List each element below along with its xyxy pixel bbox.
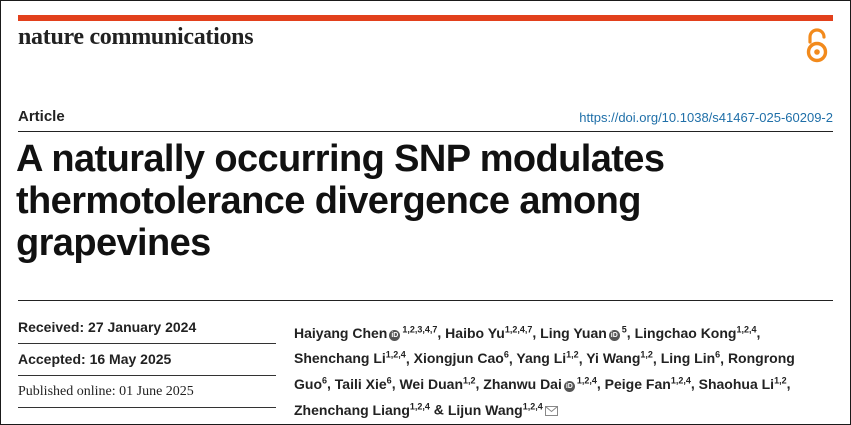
doi-link[interactable]: https://doi.org/10.1038/s41467-025-60209…: [579, 110, 833, 125]
affiliation-numbers: 6: [715, 349, 721, 360]
email-icon[interactable]: [544, 405, 558, 416]
author-name-text: Lijun Wang: [447, 401, 523, 418]
author-name-text: Haiyang Chen: [294, 324, 388, 341]
author-name[interactable]: Ling Yuan iD5: [540, 324, 627, 341]
author-name-text: Ling Yuan: [540, 324, 607, 341]
author-name-text: Wei Duan: [399, 375, 463, 392]
author-name[interactable]: Yang Li1,2: [516, 349, 579, 367]
published-date: Published online: 01 June 2025: [18, 376, 276, 408]
author-name[interactable]: Ling Lin6: [660, 349, 721, 367]
affiliation-numbers: 1,2: [640, 349, 653, 360]
affiliation-numbers: 1,2,4: [522, 400, 543, 411]
author-name[interactable]: Zhanwu Dai iD1,2,4: [483, 375, 597, 392]
author-name-text: Rongrong Guo: [294, 350, 795, 392]
affiliation-numbers: 6: [322, 375, 328, 386]
open-access-icon: [806, 28, 828, 63]
author-name[interactable]: Xiongjun Cao6: [413, 349, 509, 367]
title-line: grapevines: [16, 222, 211, 264]
header-accent-bar: [18, 15, 833, 21]
affiliation-numbers: 1,2,4: [576, 375, 597, 386]
affiliation-numbers: 1,2: [463, 375, 476, 386]
author-name[interactable]: Shenchang Li1,2,4: [294, 349, 406, 367]
affiliation-numbers: 1,2,4,7: [504, 324, 533, 334]
author-name-text: Ling Lin: [660, 350, 716, 367]
affiliation-numbers: 1,2,4: [736, 324, 757, 334]
title-line: A naturally occurring SNP modulates: [16, 138, 665, 180]
affiliation-numbers: 6: [386, 375, 392, 386]
header-divider: [18, 131, 833, 132]
author-name[interactable]: Rongrong Guo6: [294, 350, 795, 392]
author-name[interactable]: Taili Xie6: [334, 375, 392, 392]
author-name[interactable]: Lijun Wang1,2,4: [447, 400, 558, 418]
author-name[interactable]: Zhenchang Liang1,2,4: [294, 400, 430, 418]
orcid-icon[interactable]: iD: [389, 329, 401, 341]
author-name[interactable]: Wei Duan1,2: [399, 375, 476, 392]
title-line: thermotolerance divergence among: [16, 180, 641, 222]
affiliation-numbers: 1,2,4: [670, 375, 691, 386]
author-name-text: Yi Wang: [586, 350, 641, 367]
publication-dates: Received: 27 January 2024 Accepted: 16 M…: [18, 312, 276, 408]
received-date: Received: 27 January 2024: [18, 312, 276, 344]
affiliation-numbers: 1,2: [774, 375, 787, 386]
author-name-text: Xiongjun Cao: [413, 350, 504, 367]
author-name-text: Shenchang Li: [294, 350, 386, 367]
affiliation-numbers: 1,2: [566, 349, 579, 360]
author-name-text: Shaohua Li: [698, 375, 775, 392]
author-name-text: Taili Xie: [334, 375, 387, 392]
journal-name[interactable]: nature communications: [18, 24, 254, 50]
author-name-text: Lingchao Kong: [634, 324, 737, 341]
author-name[interactable]: Peige Fan1,2,4: [604, 375, 691, 392]
orcid-icon[interactable]: iD: [563, 380, 575, 392]
author-name[interactable]: Haiyang Chen iD1,2,3,4,7: [294, 324, 438, 341]
affiliation-numbers: 6: [503, 349, 509, 360]
author-name-text: Zhenchang Liang: [294, 401, 410, 418]
author-name[interactable]: Haibo Yu1,2,4,7: [445, 324, 533, 341]
author-name-text: Peige Fan: [604, 375, 671, 392]
author-name[interactable]: Shaohua Li1,2: [698, 375, 787, 392]
author-name-text: Zhanwu Dai: [483, 375, 562, 392]
affiliation-numbers: 1,2,4: [385, 349, 406, 360]
article-title: A naturally occurring SNP modulates ther…: [16, 138, 831, 264]
affiliation-numbers: 1,2,4: [409, 400, 430, 411]
affiliation-numbers: 1,2,3,4,7: [402, 324, 438, 334]
affiliation-numbers: 5: [621, 324, 627, 334]
author-list: Haiyang Chen iD1,2,3,4,7, Haibo Yu1,2,4,7…: [294, 324, 795, 418]
author-name-text: Yang Li: [516, 350, 567, 367]
author-name[interactable]: Lingchao Kong1,2,4: [634, 324, 757, 341]
orcid-icon[interactable]: iD: [608, 329, 620, 341]
title-divider: [18, 300, 833, 301]
article-type: Article: [18, 108, 65, 125]
author-name[interactable]: Yi Wang1,2: [586, 349, 653, 367]
author-name-text: Haibo Yu: [445, 324, 505, 341]
accepted-date: Accepted: 16 May 2025: [18, 344, 276, 376]
